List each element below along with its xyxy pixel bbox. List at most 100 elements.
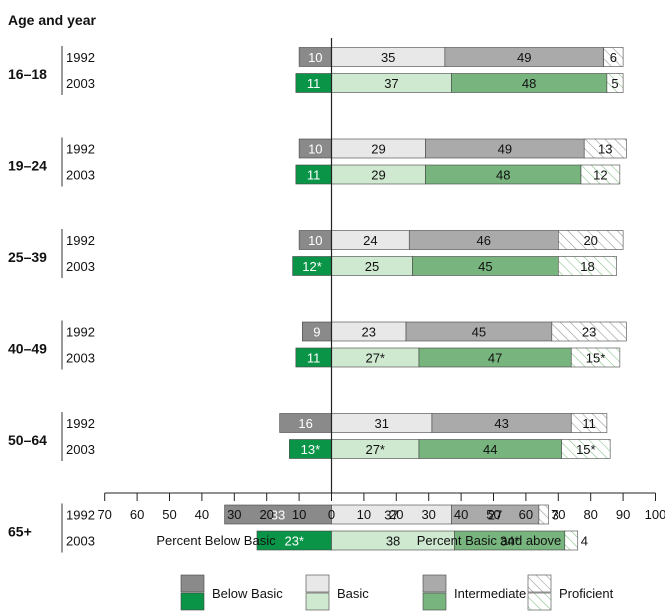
bar-label-basic: 37 [384,508,398,523]
x-tick-label: 60 [519,507,533,522]
legend-label: Proficient [559,586,614,601]
chart-header-label: Age and year [8,12,96,28]
bar-proficient [583,138,627,159]
bar-label-below-basic: 12* [302,259,322,274]
bar-label-proficient: 3 [552,508,559,523]
bar-label-below-basic: 11 [307,351,321,366]
bar-label-basic: 25 [365,259,379,274]
bar-label-below-basic: 23* [284,534,304,549]
bar-label-intermediate: 48 [496,168,510,183]
legend-swatch-1992 [180,574,205,593]
legend-swatch-2003 [305,592,330,611]
bar-label-proficient: 11 [582,416,596,431]
year-label: 2003 [66,259,95,274]
bar-label-proficient: 20 [583,233,597,248]
x-tick-label: 40 [454,507,468,522]
x-tick-label: 30 [421,507,435,522]
bar-proficient [570,347,621,368]
bar-label-below-basic: 33 [271,508,285,523]
bar-label-intermediate: 47 [488,351,502,366]
age-group-label: 19–24 [8,158,47,174]
bar-label-proficient: 18 [580,259,594,274]
bar-label-intermediate: 44 [483,442,497,457]
legend-swatch-2003 [180,592,205,611]
year-label: 1992 [66,508,95,523]
bar-label-intermediate: 49 [517,50,531,65]
bar-label-below-basic: 10 [308,142,322,157]
x-tick-label: 40 [195,507,209,522]
bar-label-below-basic: 9 [313,325,320,340]
year-label: 2003 [66,534,95,549]
bar-label-intermediate: 45 [478,259,492,274]
bar-proficient [557,256,617,276]
bar-label-below-basic: 13* [301,442,321,457]
bar-label-below-basic: 10 [308,233,322,248]
bar-label-basic: 27* [365,351,385,366]
bar-label-intermediate: 46 [477,233,491,248]
x-tick-label: 50 [162,507,176,522]
bar-label-proficient: 6 [610,50,617,65]
year-label: 1992 [66,50,95,65]
bar-proficient [564,530,579,551]
legend-label: Intermediate [454,586,526,601]
age-group-label: 25–39 [8,249,47,265]
bar-label-intermediate: 27 [488,508,502,523]
x-tick-label: 20 [389,507,403,522]
x-tick-label: 70 [551,507,565,522]
bar-label-intermediate: 34* [500,534,520,549]
year-label: 1992 [66,233,95,248]
legend-label: Basic [337,586,369,601]
bar-proficient [570,413,608,433]
x-tick-label: 90 [616,507,630,522]
year-label: 1992 [66,142,95,157]
bar-label-basic: 24 [363,233,377,248]
year-label: 2003 [66,351,95,366]
bar-label-basic: 31 [374,416,388,431]
bar-label-proficient: 15* [576,442,596,457]
bar-label-intermediate: 45 [472,325,486,340]
bar-label-basic: 27* [365,442,385,457]
bar-label-proficient: 23 [582,325,596,340]
bar-label-proficient: 15* [586,351,606,366]
bar-label-basic: 29 [371,142,385,157]
bar-label-basic: 29 [371,168,385,183]
x-tick-label: 60 [130,507,144,522]
year-label: 1992 [66,416,95,431]
bar-proficient [561,439,611,459]
bar-proficient [606,73,624,93]
bar-proficient [538,504,549,525]
x-tick-label: 10 [292,507,306,522]
age-group-label: 65+ [8,524,32,540]
age-group-label: 16–18 [8,66,47,82]
bar-label-intermediate: 48 [522,76,536,91]
x-tick-label: 50 [486,507,500,522]
x-tick-label: 70 [97,507,111,522]
age-group-label: 40–49 [8,341,47,357]
legend-swatch-1992 [527,574,552,593]
x-tick-label: 10 [357,507,371,522]
bar-label-below-basic: 10 [308,50,322,65]
x-axis-label-left: Percent Below Basic [156,533,276,548]
bar-label-basic: 35 [381,50,395,65]
x-axis-label-right: Percent Basic and above [417,533,562,548]
bar-proficient [603,47,624,67]
legend-swatch-1992 [305,574,330,593]
x-tick-label: 100 [645,507,665,522]
legend-swatch-2003 [527,592,552,611]
age-group-label: 50–64 [8,432,47,448]
bar-proficient [557,230,624,250]
bar-label-proficient: 13 [598,142,612,157]
x-tick-label: 0 [328,507,335,522]
bar-label-proficient: 12 [593,168,607,183]
year-label: 2003 [66,76,95,91]
year-label: 2003 [66,442,95,457]
bar-label-proficient: 5 [611,76,618,91]
bar-label-below-basic: 11 [307,168,321,183]
bar-label-intermediate: 49 [498,142,512,157]
bar-proficient [551,321,627,342]
year-label: 1992 [66,325,95,340]
x-tick-label: 30 [227,507,241,522]
bar-proficient [580,164,621,185]
